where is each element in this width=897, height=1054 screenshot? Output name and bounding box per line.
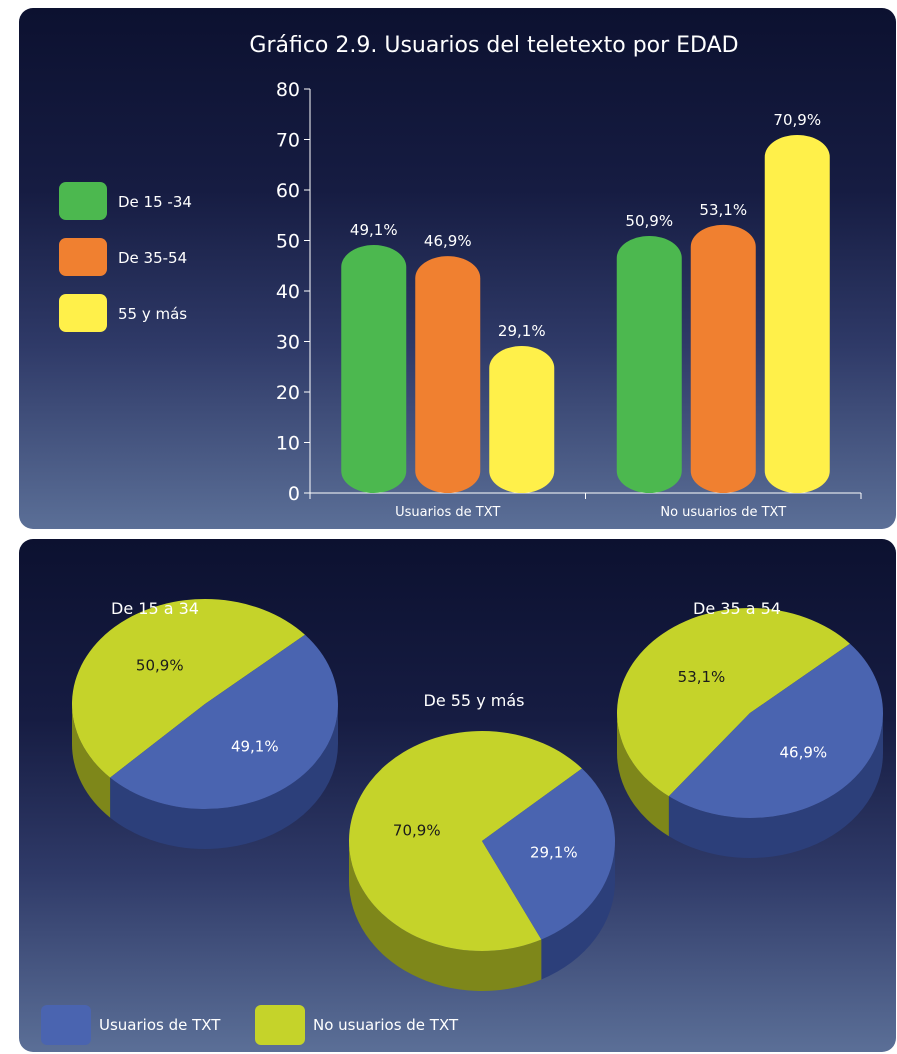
pie-title: De 15 a 34: [111, 599, 199, 618]
bar-value-label: 46,9%: [424, 232, 472, 250]
pie-side: [668, 713, 883, 858]
pie-slice: [668, 643, 883, 818]
pie-slice: [72, 599, 305, 778]
pie-value-label: 46,9%: [780, 744, 828, 762]
legend-swatch: [59, 238, 107, 276]
pie-title: De 55 y más: [424, 691, 525, 710]
y-tick-label: 60: [276, 180, 300, 202]
y-tick-label: 20: [276, 382, 300, 404]
pie-value-label: 70,9%: [393, 821, 441, 839]
y-tick-label: 10: [276, 433, 300, 455]
legend-swatch: [255, 1005, 305, 1045]
pie-slice: [482, 768, 616, 940]
legend-label: De 35-54: [118, 249, 187, 267]
bar-value-label: 49,1%: [350, 221, 398, 239]
pie-value-label: 50,9%: [136, 657, 184, 675]
pie-side: [72, 704, 111, 818]
pie-side: [541, 841, 615, 980]
pie-slice: [616, 607, 850, 797]
pie-side: [349, 841, 542, 991]
bar: [415, 256, 481, 493]
y-tick-label: 0: [288, 483, 300, 505]
bar: [764, 134, 830, 493]
legend-label: Usuarios de TXT: [99, 1016, 221, 1034]
x-category-label: Usuarios de TXT: [395, 505, 500, 520]
pie-slice: [110, 634, 339, 810]
legend-label: No usuarios de TXT: [313, 1016, 459, 1034]
y-tick-label: 50: [276, 231, 300, 253]
pie-charts: 50,9% 49,1% De 15 a 34 70,9% 29,1% De 55 y má…: [41, 599, 883, 1045]
bar: [489, 346, 555, 493]
legend-swatch: [59, 294, 107, 332]
legend-label: De 15 -34: [118, 193, 192, 211]
pie-value-label: 29,1%: [530, 844, 578, 862]
pie-side: [110, 704, 338, 849]
x-category-label: No usuarios de TXT: [660, 505, 786, 520]
y-tick-label: 30: [276, 332, 300, 354]
legend-label: 55 y más: [118, 305, 187, 323]
bar-value-label: 70,9%: [773, 111, 821, 129]
legend-swatch: [59, 182, 107, 220]
bar-value-label: 50,9%: [625, 212, 673, 230]
pie-value-label: 49,1%: [231, 737, 279, 755]
pie-slice: [349, 731, 582, 951]
bar-chart-panel: Gráfico 2.9. Usuarios del teletexto por …: [19, 8, 896, 529]
y-tick-label: 70: [276, 130, 300, 152]
y-tick-label: 40: [276, 281, 300, 303]
y-tick-label: 80: [276, 79, 300, 101]
chart-title: Gráfico 2.9. Usuarios del teletexto por …: [249, 33, 738, 58]
pie-chart-panel: 50,9% 49,1% De 15 a 34 70,9% 29,1% De 55 y má…: [19, 539, 896, 1052]
bar-value-label: 53,1%: [699, 201, 747, 219]
bar: [690, 224, 756, 493]
bar-value-label: 29,1%: [498, 322, 546, 340]
pie-title: De 35 a 54: [693, 599, 781, 618]
bar: [341, 245, 407, 493]
legend-swatch: [41, 1005, 91, 1045]
pie-side: [617, 713, 669, 837]
pie-value-label: 53,1%: [678, 668, 726, 686]
bar-chart: Gráfico 2.9. Usuarios del teletexto por …: [59, 33, 862, 520]
bar: [616, 235, 682, 493]
